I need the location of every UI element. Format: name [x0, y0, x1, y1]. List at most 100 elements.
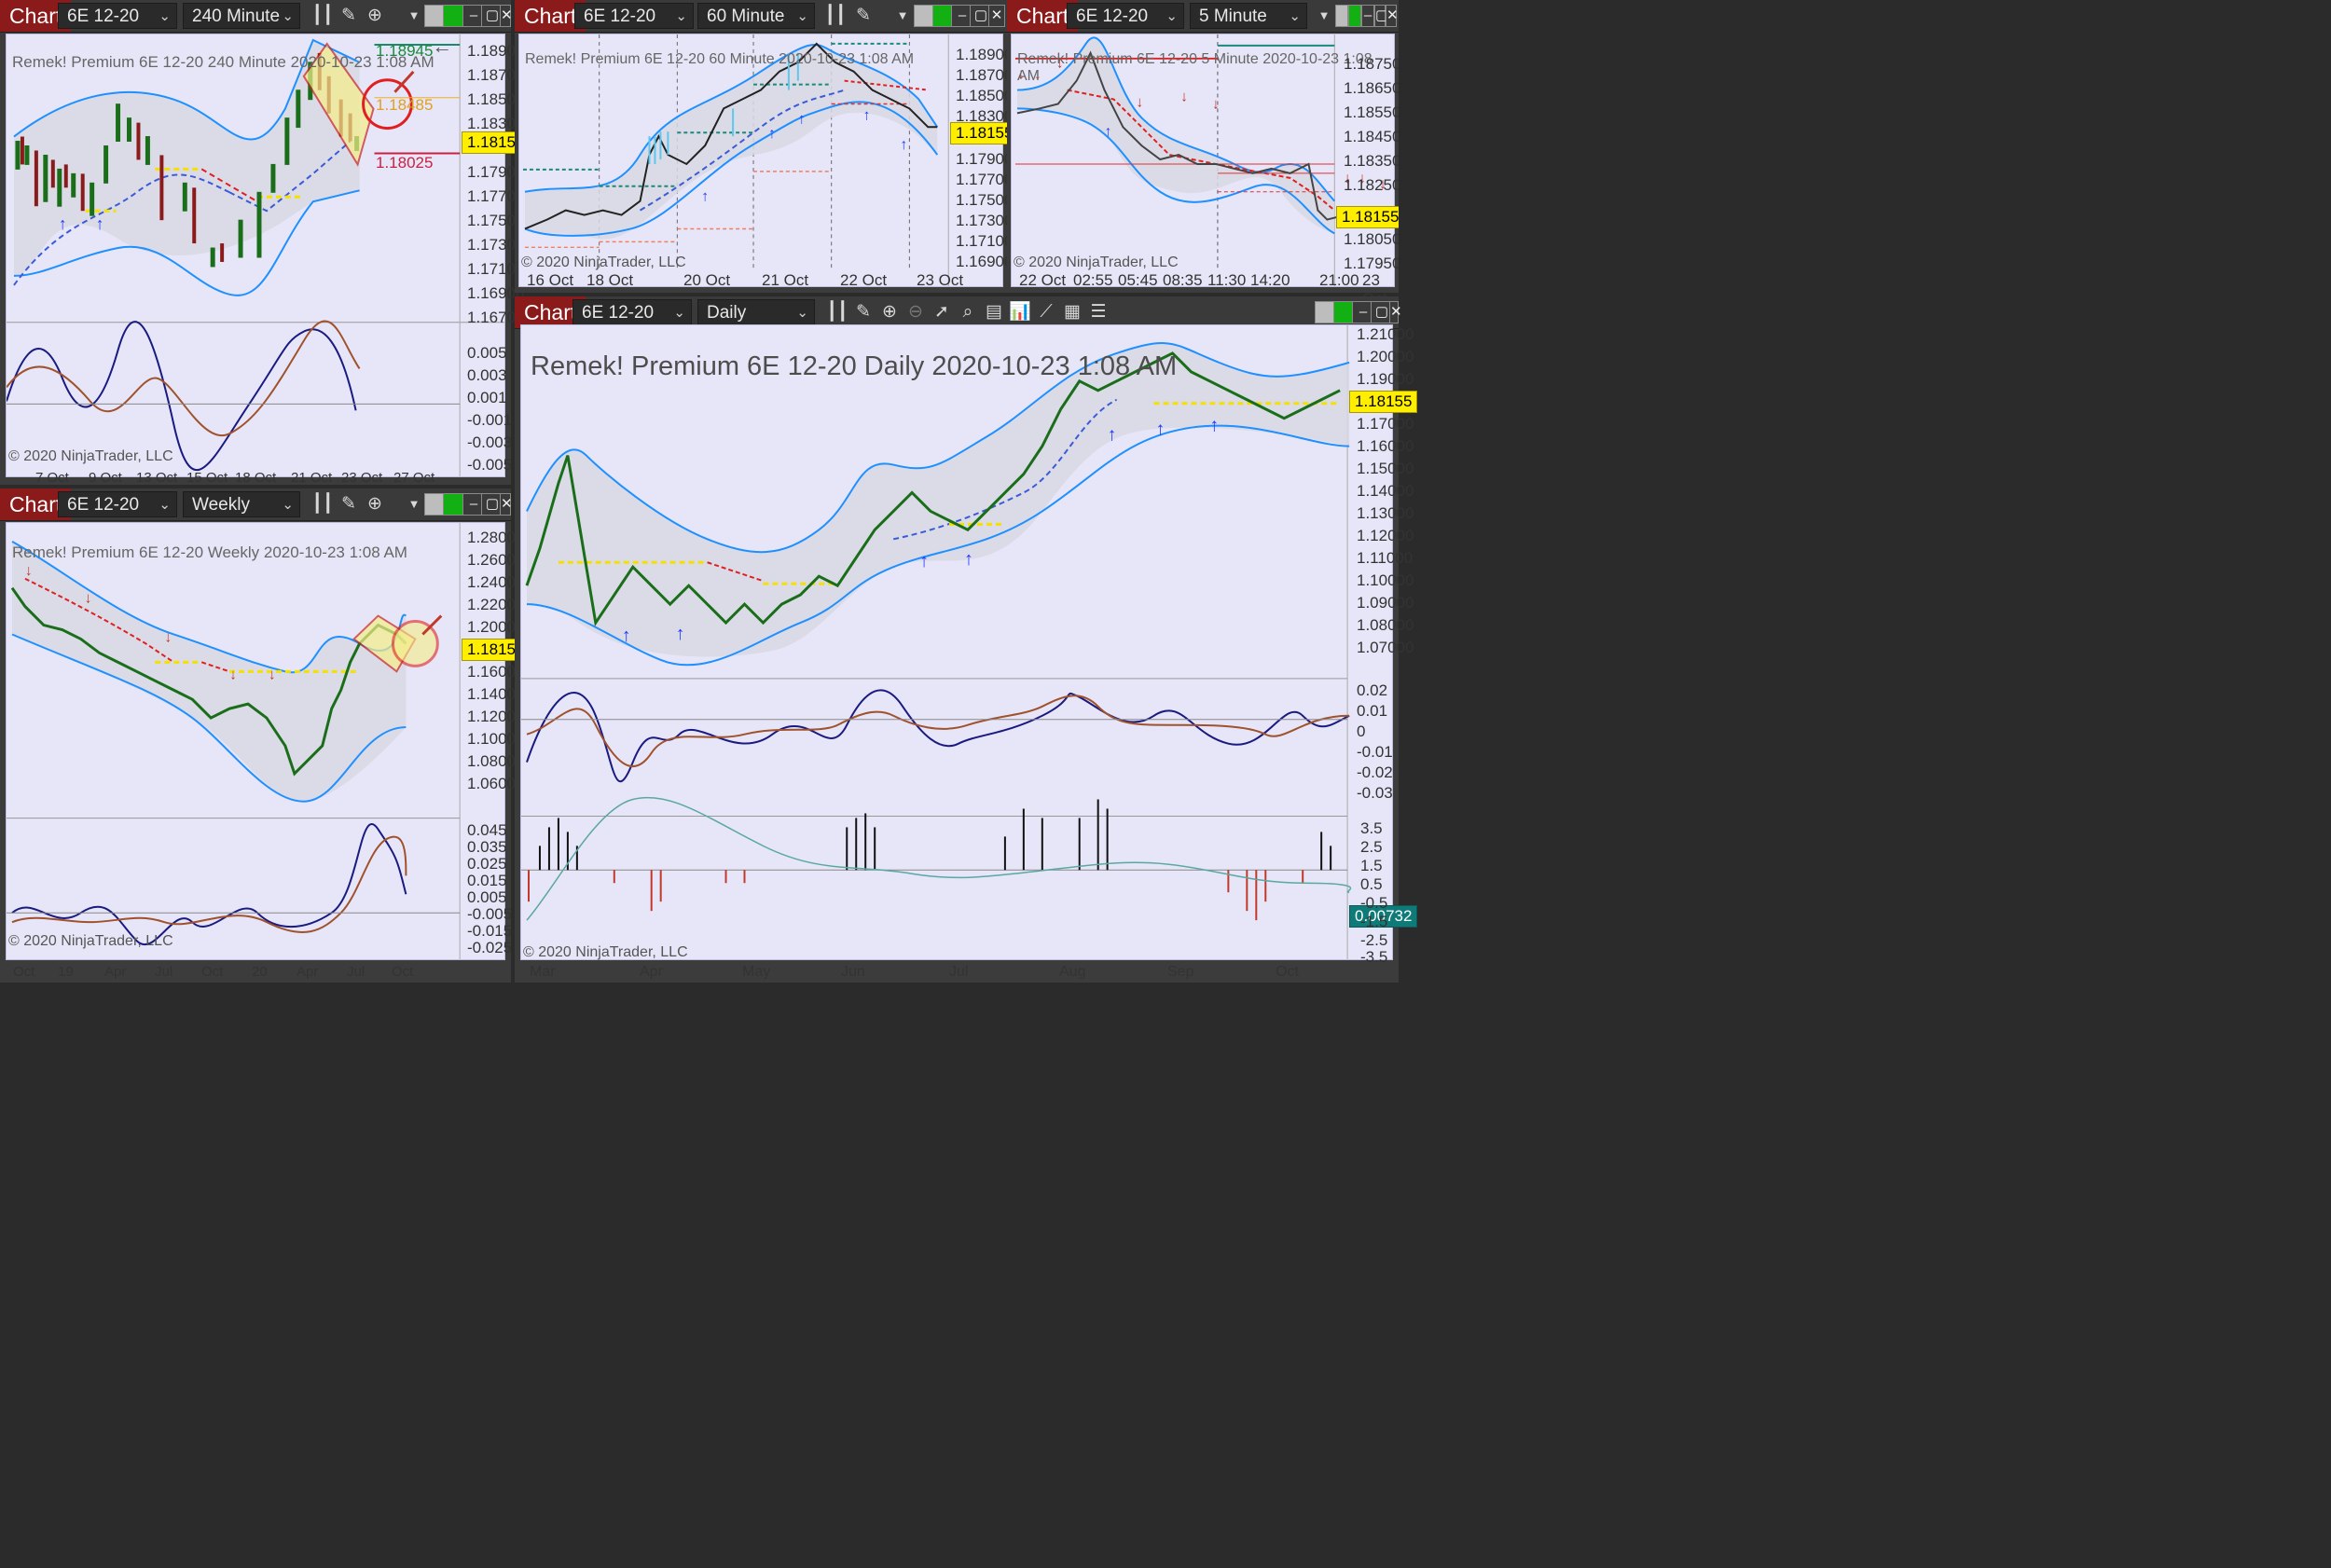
zoom-out-icon[interactable]: ⊖	[908, 302, 923, 322]
dropdown-arrow-icon[interactable]: ▼	[407, 8, 421, 22]
dropdown-arrow-icon[interactable]: ▼	[896, 8, 909, 22]
hist-axis-tick: -1.5	[1360, 913, 1388, 930]
x-axis-tick: 14:20	[1250, 271, 1290, 289]
osc-axis-tick: 0.02	[1357, 681, 1388, 699]
zoom-in-icon[interactable]: ⊕	[882, 302, 897, 322]
x-axis-tick: Apr	[104, 964, 127, 980]
drawing-tool-icon[interactable]: ✎	[341, 6, 356, 25]
chevron-down-icon: ⌄	[673, 305, 685, 321]
bar-type-icon[interactable]: ┃┃	[311, 6, 334, 25]
osc-axis-tick: 0.005	[467, 888, 507, 906]
instrument-value: 6E 12-20	[67, 495, 140, 515]
drawing-tool-icon[interactable]: ✎	[341, 494, 356, 514]
instrument-select[interactable]: 6E 12-20 ⌄	[58, 3, 177, 29]
close-button[interactable]: ✕	[1386, 5, 1399, 27]
bar-type-icon[interactable]: ┃┃	[311, 494, 334, 514]
properties-icon[interactable]: ▤	[986, 302, 1002, 322]
zoom-icon[interactable]: ⊕	[367, 6, 382, 25]
chart-canvas-240: ← ↑ ↑	[7, 34, 504, 476]
y-axis-tick: 1.13000	[1357, 504, 1414, 522]
x-axis-tick: 20	[252, 964, 268, 980]
close-button[interactable]: ✕	[1389, 301, 1402, 323]
price-panel[interactable]: ↓ ↓ ↓ ↓ ↓ ↓ ↓ ↓ ↓ ↑ Remek! Premium 6E 12-20 5 Mi…	[1011, 34, 1405, 308]
y-axis-tick: 1.18450	[1344, 128, 1401, 145]
y-axis-tick: 1.18750	[1344, 55, 1401, 73]
data-box-icon[interactable]: ⌕	[962, 302, 973, 322]
chart-tab-label[interactable]: Chart	[1007, 0, 1079, 32]
timeframe-select[interactable]: Weekly ⌄	[183, 491, 300, 517]
chevron-down-icon: ⌄	[796, 8, 808, 24]
timeframe-select[interactable]: 5 Minute ⌄	[1190, 3, 1307, 29]
copyright-text: © 2020 NinjaTrader, LLC	[8, 933, 173, 949]
timeframe-value: 60 Minute	[707, 7, 785, 26]
y-axis-tick: 1.14000	[467, 685, 525, 703]
price-panel[interactable]: ↑ ↑ ↑ ↑ ↑ Remek! Premium 6E 12-20 60 Minute …	[518, 34, 1019, 289]
desktop-background	[0, 983, 2331, 1568]
x-axis-tick: 13 Oct	[136, 470, 178, 486]
drawing-tool-icon[interactable]: ✎	[856, 302, 871, 322]
x-axis-tick: 9 Oct	[89, 470, 122, 486]
y-axis-tick: 1.24000	[467, 573, 525, 591]
chart-canvas-weekly: ↓ ↓ ↓ ↓ ↓	[7, 523, 504, 959]
svg-text:↓: ↓	[85, 591, 92, 607]
price-panel[interactable]: ← ↑ ↑ Remek! Premium 6E 12-20 240 Minute…	[6, 34, 531, 477]
chevron-down-icon: ⌄	[159, 497, 171, 513]
zoom-icon[interactable]: ⊕	[367, 494, 382, 514]
strategies-icon[interactable]: ⟋	[1040, 302, 1053, 322]
dropdown-arrow-icon[interactable]: ▼	[407, 497, 421, 511]
window-toolbar: Chart 6E 12-20 ⌄ Weekly ⌄ ┃┃ ✎ ⊕ ▼ – ▢ ✕	[0, 488, 513, 521]
x-axis-tick: Apr	[297, 964, 319, 980]
timeframe-select[interactable]: 60 Minute ⌄	[697, 3, 815, 29]
instrument-select[interactable]: 6E 12-20 ⌄	[58, 491, 177, 517]
instrument-value: 6E 12-20	[1076, 7, 1149, 26]
y-axis-tick: 1.20000	[1357, 348, 1414, 365]
y-axis-tick: 1.17300	[467, 236, 525, 254]
window-link-button[interactable]	[1348, 5, 1361, 27]
timeframe-value: 5 Minute	[1199, 7, 1267, 26]
instrument-select[interactable]: 6E 12-20 ⌄	[574, 3, 694, 29]
y-axis-tick: 1.09000	[1357, 594, 1414, 612]
bar-type-icon[interactable]: ┃┃	[824, 6, 847, 25]
window-color-button[interactable]	[1335, 5, 1348, 27]
x-axis-tick: 21 Oct	[762, 271, 809, 289]
indicators-icon[interactable]: 📊	[1009, 302, 1031, 322]
chart-trader-icon[interactable]: ▦	[1064, 302, 1081, 322]
svg-text:↑: ↑	[676, 624, 685, 644]
bar-type-icon[interactable]: ┃┃	[826, 302, 848, 322]
x-axis-tick: May	[742, 964, 771, 980]
timeframe-select[interactable]: Daily ⌄	[697, 299, 815, 325]
pointer-icon[interactable]: ➚	[934, 302, 949, 322]
chevron-down-icon: ⌄	[282, 497, 294, 513]
hist-axis-tick: -0.5	[1360, 894, 1388, 912]
close-button[interactable]: ✕	[500, 493, 513, 516]
svg-text:↑: ↑	[1156, 420, 1166, 440]
y-axis-tick: 1.17300	[956, 212, 1014, 229]
chart-tab-label[interactable]: Chart	[0, 488, 72, 520]
y-axis-tick: 1.18700	[956, 66, 1014, 84]
osc-axis-tick: 0.035	[467, 838, 507, 856]
chart-tab-label[interactable]: Chart	[515, 0, 586, 32]
timeframe-select[interactable]: 240 Minute ⌄	[183, 3, 300, 29]
price-panel[interactable]: ↓ ↓ ↓ ↓ ↓ Remek! Premium 6E 12-20 Weekly 202…	[6, 522, 531, 960]
chart-window-daily: Chart 6E 12-20 ⌄ Daily ⌄ ┃┃ ✎ ⊕ ⊖ ➚ ⌕ ▤ 📊 …	[515, 296, 1418, 983]
y-axis-tick: 1.17900	[467, 163, 525, 181]
y-axis-tick: 1.17500	[956, 191, 1014, 209]
dropdown-arrow-icon[interactable]: ▼	[1317, 8, 1331, 22]
drawing-tool-icon[interactable]: ✎	[856, 6, 871, 25]
chart-window-weekly: Chart 6E 12-20 ⌄ Weekly ⌄ ┃┃ ✎ ⊕ ▼ – ▢ ✕	[0, 488, 531, 983]
y-axis-tick: 1.12000	[1357, 527, 1414, 544]
list-icon[interactable]: ☰	[1090, 302, 1107, 322]
chevron-down-icon: ⌄	[675, 8, 687, 24]
instrument-select[interactable]: 6E 12-20 ⌄	[1067, 3, 1184, 29]
x-axis-tick: Oct	[201, 964, 224, 980]
y-axis-tick: 1.08000	[467, 752, 525, 770]
close-button[interactable]: ✕	[500, 5, 513, 27]
maximize-button[interactable]: ▢	[1374, 5, 1388, 27]
x-axis-tick: 22 Oct	[1019, 271, 1067, 289]
close-button[interactable]: ✕	[988, 5, 1005, 27]
svg-text:↓: ↓	[164, 629, 172, 645]
y-axis-tick: 1.07000	[1357, 639, 1414, 656]
instrument-select[interactable]: 6E 12-20 ⌄	[572, 299, 692, 325]
price-panel[interactable]: ↑ ↑ ↑ ↑ ↑ ↑ ↑ Remek! Premium 6E 12-20 Daily 20…	[520, 324, 1418, 966]
minimize-button[interactable]: –	[1361, 5, 1374, 27]
